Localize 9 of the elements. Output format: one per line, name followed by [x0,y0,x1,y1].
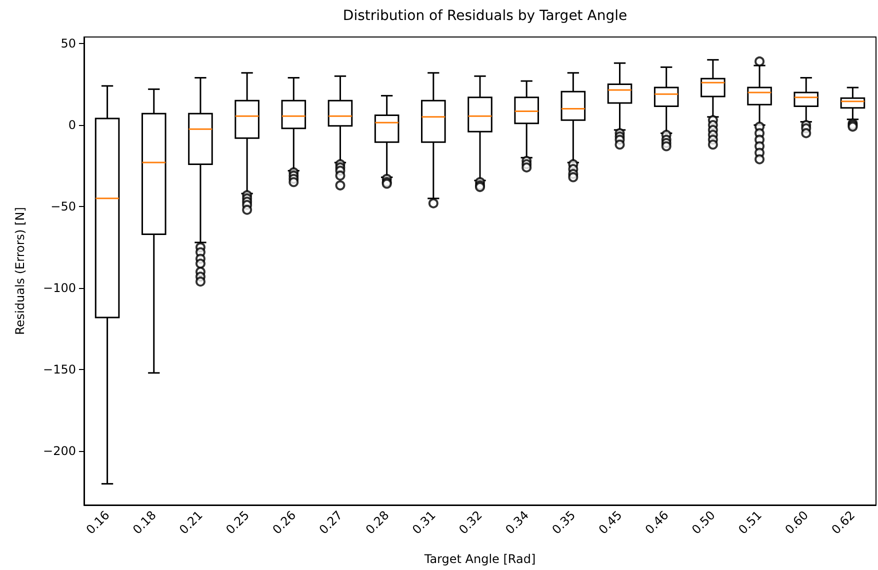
y-axis-title: Residuals (Errors) [N] [13,207,27,335]
chart-title: Distribution of Residuals by Target Angle [342,8,628,24]
y-tick-label: −200 [43,444,76,458]
y-tick-label: −100 [43,281,76,296]
y-tick-label: 50 [60,36,76,51]
y-tick-label: −150 [43,362,76,377]
x-axis-title: Target Angle [Rad] [423,552,536,566]
y-tick-label: −50 [50,200,76,214]
y-tick-label: 0 [68,118,76,132]
